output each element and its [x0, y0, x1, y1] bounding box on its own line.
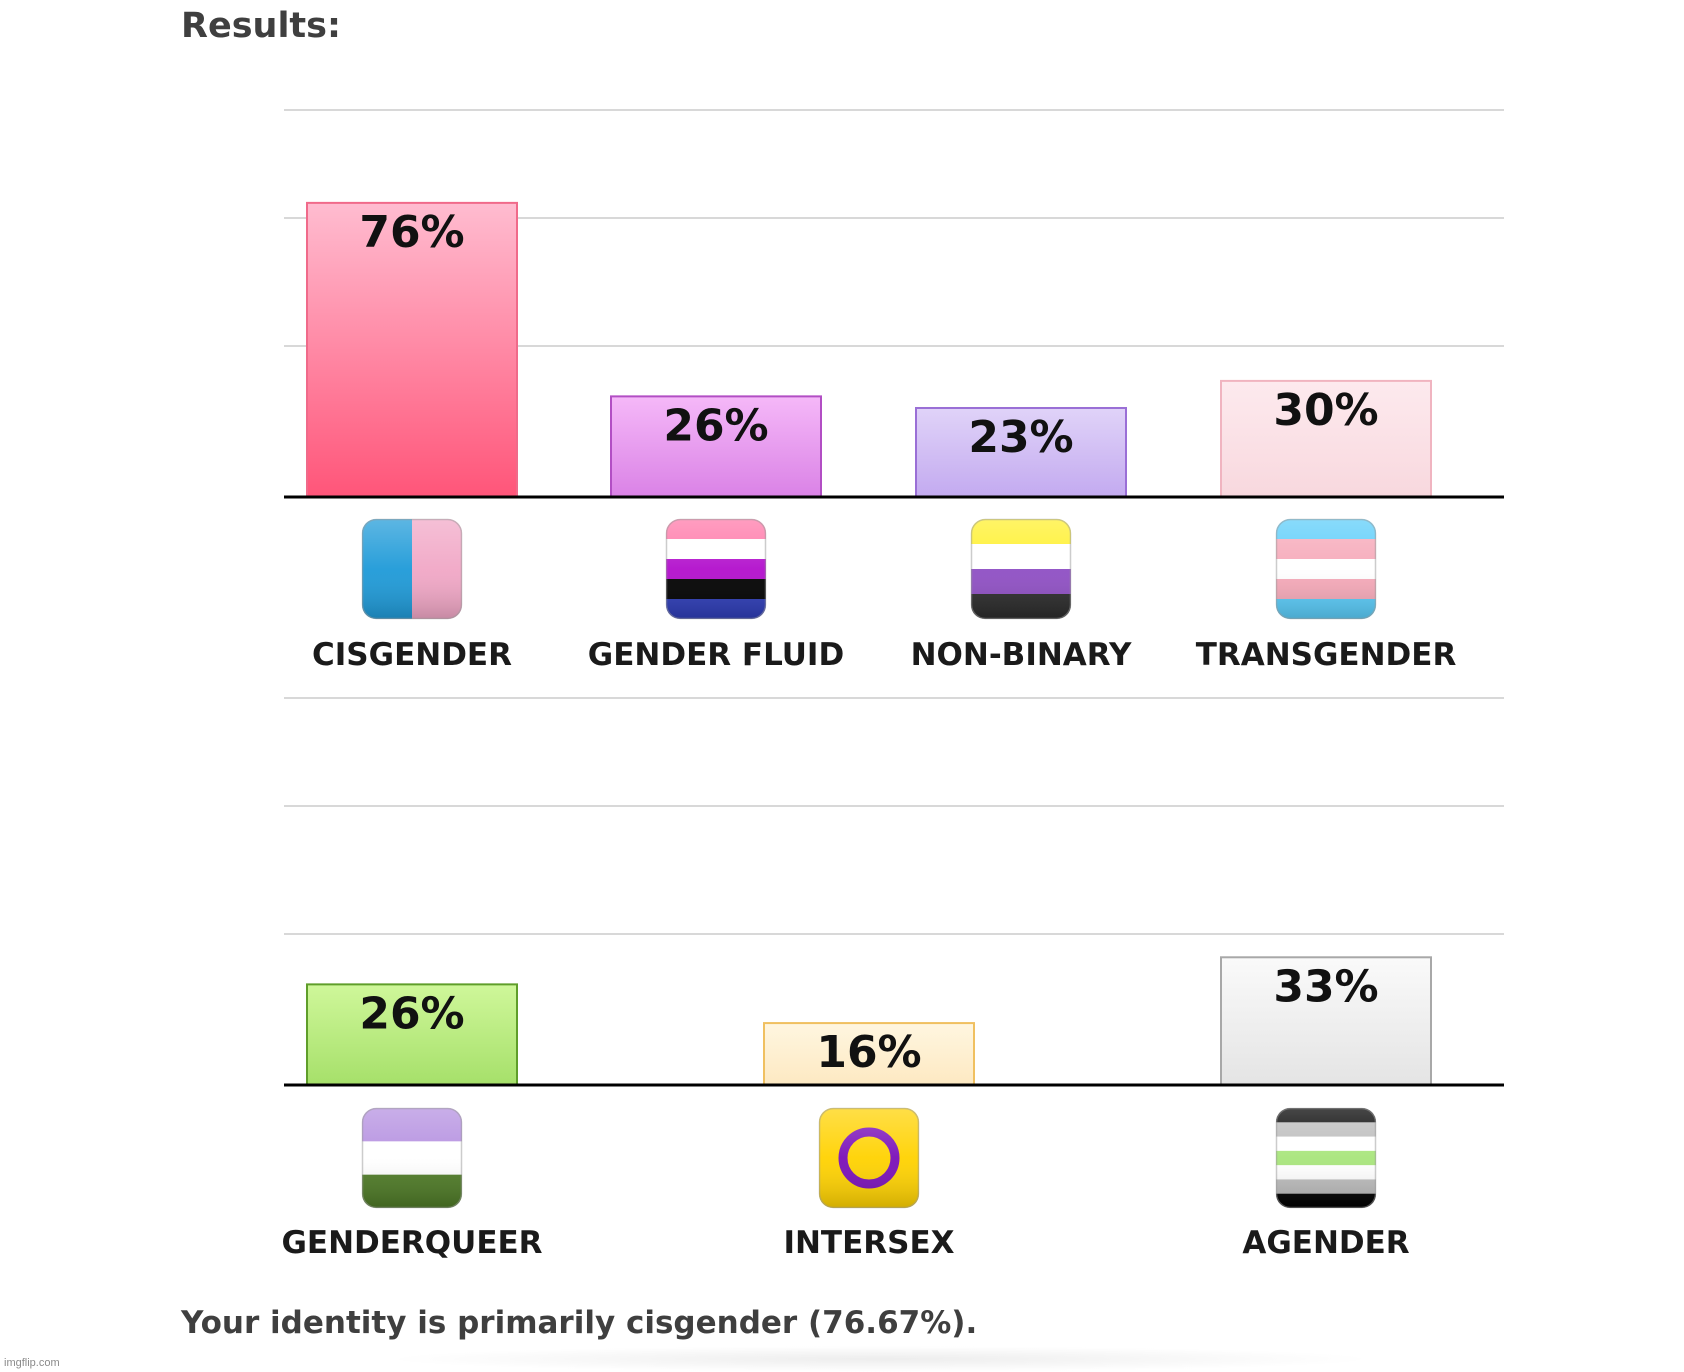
data-label-agender: 33%	[1273, 961, 1378, 1012]
category-label-non-binary: NON-BINARY	[911, 637, 1132, 673]
result-summary: Your identity is primarily cisgender (76…	[181, 1305, 978, 1341]
category-label-intersex: INTERSEX	[783, 1225, 954, 1261]
category-label-transgender: TRANSGENDER	[1196, 637, 1457, 673]
cisgender-flag-icon	[361, 518, 463, 620]
data-label-transgender: 30%	[1273, 385, 1378, 436]
chart-bottom: 26% GENDERQUEER 16% INTERSEX 33% AGENDER	[281, 697, 1504, 1261]
bar-non-binary	[915, 406, 1127, 498]
bar-transgender	[1220, 379, 1432, 498]
category-label-genderqueer: GENDERQUEER	[281, 1225, 542, 1261]
category-label-cisgender: CISGENDER	[312, 637, 512, 673]
data-label-intersex: 16%	[816, 1027, 921, 1078]
bar-intersex	[763, 1022, 975, 1087]
data-label-genderqueer: 26%	[359, 988, 464, 1039]
genderqueer-flag-icon	[361, 1107, 463, 1209]
intersex-flag-icon	[818, 1107, 920, 1209]
transgender-flag-icon	[1275, 518, 1377, 620]
data-label-cisgender: 76%	[359, 207, 464, 258]
watermark: imgflip.com	[4, 1357, 60, 1369]
bar-agender	[1220, 956, 1432, 1086]
genderfluid-flag-icon	[665, 518, 767, 620]
category-label-gender-fluid: GENDER FLUID	[588, 637, 844, 673]
data-label-gender-fluid: 26%	[663, 400, 768, 451]
nonbinary-flag-icon	[970, 518, 1072, 620]
agender-flag-icon	[1275, 1107, 1377, 1209]
results-heading: Results:	[181, 6, 341, 46]
chart-top: 76% CISGENDER 26% GENDER FLUID 23% NON-BINARY…	[284, 109, 1504, 673]
bottom-shadow	[380, 1346, 1380, 1372]
data-label-non-binary: 23%	[968, 412, 1073, 463]
bar-genderqueer	[306, 983, 518, 1087]
category-label-agender: AGENDER	[1242, 1225, 1409, 1261]
